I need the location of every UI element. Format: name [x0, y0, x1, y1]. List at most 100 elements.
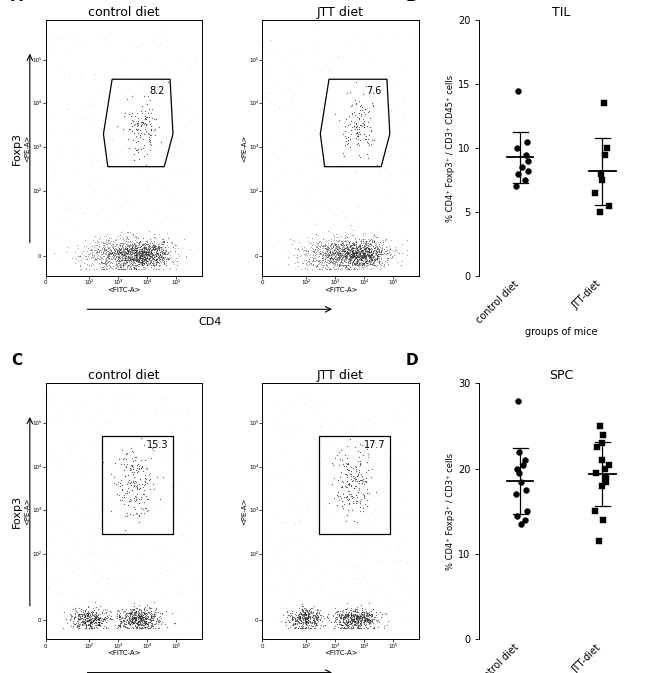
- Point: [324, 247, 335, 258]
- Point: [361, 250, 372, 260]
- Point: [311, 620, 322, 631]
- Point: [131, 464, 142, 475]
- Point: [164, 252, 174, 262]
- Point: [141, 248, 151, 259]
- Point: [142, 607, 153, 618]
- Title: JTT diet: JTT diet: [317, 6, 364, 19]
- Point: [291, 250, 302, 260]
- Point: [355, 438, 365, 449]
- Point: [119, 617, 129, 628]
- Point: [114, 244, 125, 254]
- Point: [144, 623, 154, 634]
- Point: [365, 621, 376, 631]
- Point: [306, 208, 316, 219]
- Point: [355, 247, 365, 258]
- Point: [302, 610, 313, 621]
- Point: [81, 610, 91, 621]
- Point: [354, 610, 364, 621]
- Point: [169, 618, 179, 629]
- Point: [323, 257, 333, 268]
- Point: [64, 197, 75, 207]
- Point: [359, 254, 369, 265]
- Point: [141, 253, 151, 264]
- Point: [368, 257, 378, 268]
- Point: [142, 600, 152, 610]
- Point: [54, 140, 64, 151]
- Point: [345, 612, 356, 623]
- Point: [350, 473, 360, 484]
- Point: [309, 244, 320, 254]
- Point: [126, 254, 136, 264]
- Point: [290, 263, 300, 274]
- Point: [156, 618, 166, 629]
- Point: [140, 248, 150, 259]
- Point: [354, 592, 364, 602]
- Point: [70, 612, 80, 623]
- Point: [133, 619, 143, 630]
- Point: [366, 615, 376, 626]
- Point: [359, 244, 369, 254]
- Point: [296, 604, 307, 615]
- Point: [335, 611, 346, 622]
- Point: [302, 610, 313, 621]
- Point: [118, 264, 129, 275]
- Point: [92, 608, 103, 619]
- Point: [259, 63, 269, 74]
- Point: [71, 618, 81, 629]
- Point: [337, 254, 347, 264]
- Point: [601, 472, 611, 483]
- Point: [76, 613, 86, 624]
- Point: [111, 479, 122, 489]
- Point: [350, 248, 361, 259]
- Point: [94, 232, 105, 242]
- Point: [304, 604, 315, 614]
- Point: [135, 249, 146, 260]
- Point: [343, 616, 353, 627]
- Point: [110, 250, 120, 260]
- Point: [300, 623, 310, 634]
- Point: [99, 94, 109, 105]
- Point: [332, 252, 342, 262]
- Point: [297, 612, 307, 623]
- Point: [141, 252, 151, 263]
- Point: [338, 616, 348, 627]
- Point: [140, 258, 151, 269]
- Point: [98, 264, 108, 275]
- Point: [359, 615, 369, 626]
- Point: [344, 433, 355, 444]
- Point: [148, 244, 159, 255]
- Point: [372, 252, 383, 263]
- Point: [49, 174, 60, 185]
- Point: [146, 244, 157, 255]
- Point: [360, 245, 370, 256]
- Point: [140, 124, 150, 135]
- Point: [348, 246, 358, 256]
- Point: [352, 111, 362, 122]
- Point: [115, 621, 125, 631]
- Point: [341, 252, 351, 263]
- Point: [343, 247, 353, 258]
- Point: [354, 240, 365, 251]
- Point: [137, 473, 148, 484]
- Point: [134, 616, 144, 627]
- Point: [133, 136, 143, 147]
- Point: [135, 241, 146, 252]
- Point: [373, 246, 384, 256]
- Point: [361, 246, 372, 256]
- Point: [165, 246, 176, 257]
- Point: [352, 617, 362, 628]
- Point: [370, 504, 380, 515]
- Point: [304, 608, 314, 619]
- Point: [346, 610, 356, 621]
- Point: [125, 479, 136, 490]
- Point: [139, 246, 150, 256]
- Point: [133, 616, 144, 627]
- Point: [168, 617, 179, 628]
- Point: [114, 240, 125, 250]
- Point: [101, 623, 111, 634]
- Point: [325, 247, 335, 258]
- Point: [114, 611, 124, 622]
- Point: [518, 459, 528, 470]
- Point: [138, 257, 149, 268]
- Point: [132, 118, 142, 129]
